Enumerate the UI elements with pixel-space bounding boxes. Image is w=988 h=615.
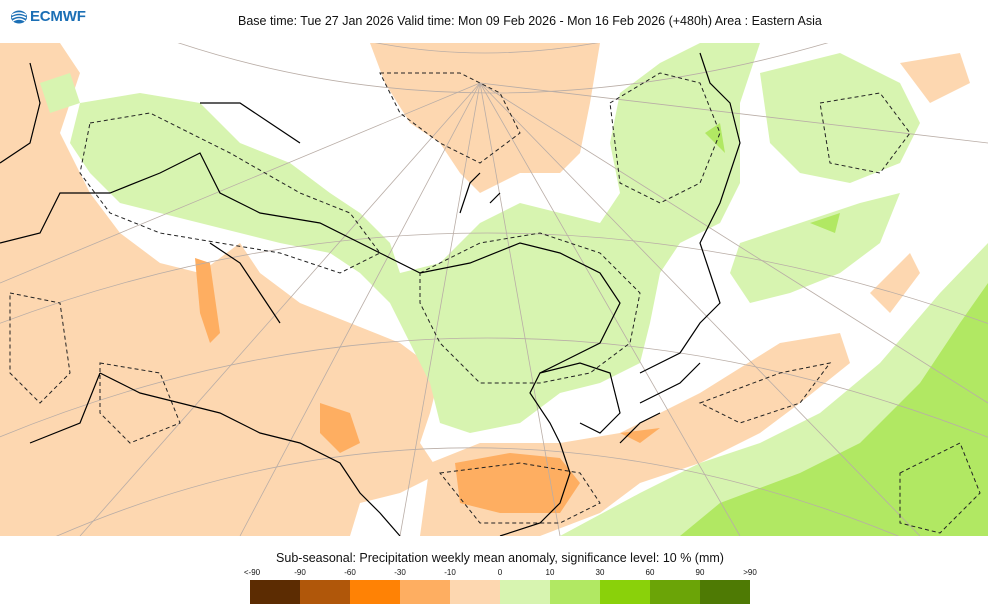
legend-swatch [350,580,400,604]
ecmwf-logo[interactable]: ECMWF [10,8,86,25]
legend-swatch [650,580,700,604]
tick-label: 30 [595,568,605,577]
brand-name: ECMWF [30,8,86,25]
legend-swatch [300,580,350,604]
tick-label: -30 [394,568,406,577]
precipitation-anomaly-map [0,43,988,536]
stronger-negative-areas [195,258,660,513]
significance-contours [9,72,981,534]
legend-swatch [600,580,650,604]
stronger-positive-areas [680,123,988,536]
legend-swatch [450,580,500,604]
graticule-lines [0,43,988,536]
legend-tick-labels: <-90 -90 -60 -30 -10 0 10 30 60 90 >90 [0,568,988,578]
tick-label: -10 [444,568,456,577]
tick-label: -60 [344,568,356,577]
ecmwf-logo-icon [11,10,27,23]
tick-label: -90 [294,568,306,577]
coastlines-and-borders [0,52,741,536]
tick-label: <-90 [243,568,261,577]
tick-label: 0 [497,568,503,577]
legend-colorbar [250,580,750,604]
legend-swatch [700,580,750,604]
legend-title: Sub-seasonal: Precipitation weekly mean … [276,551,724,565]
legend-swatch [500,580,550,604]
legend-swatch [550,580,600,604]
legend-swatch [400,580,450,604]
tick-label: 10 [545,568,555,577]
header: ECMWF Base time: Tue 27 Jan 2026 Valid t… [0,0,988,42]
legend-swatch [250,580,300,604]
tick-label: 60 [645,568,655,577]
tick-label: 90 [695,568,705,577]
page-title: Base time: Tue 27 Jan 2026 Valid time: M… [238,14,822,28]
tick-label: >90 [743,568,757,577]
